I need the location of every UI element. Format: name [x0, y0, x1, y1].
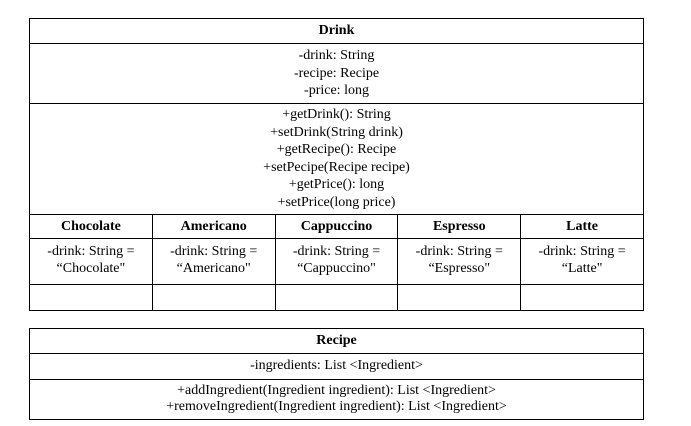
subclass-name-chocolate: Chocolate: [30, 215, 153, 238]
drink-class-name: Drink: [30, 19, 643, 44]
subclass-name-row: Chocolate Americano Cappuccino Espresso …: [30, 214, 643, 238]
subclass-attribute-value: “Cappuccino": [297, 261, 376, 276]
recipe-class-box: Recipe -ingredients: List <Ingredient> +…: [29, 328, 644, 420]
subclass-attribute: -drink: String =: [47, 244, 135, 259]
drink-attribute: -recipe: Recipe: [293, 65, 380, 81]
subclass-attribute: -drink: String =: [538, 244, 626, 259]
drink-method: +getPrice(): long: [288, 177, 385, 192]
subclass-methods-cappuccino: [276, 285, 399, 310]
subclass-attributes-americano: -drink: String = “Americano": [153, 239, 276, 284]
drink-attributes: -drink: String -recipe: Recipe -price: l…: [30, 44, 643, 103]
drink-attribute: -price: long: [304, 83, 369, 98]
subclass-attributes-espresso: -drink: String = “Espresso": [398, 239, 522, 284]
drink-class-box: Drink -drink: String -recipe: Recipe -pr…: [29, 18, 644, 311]
subclass-attribute: -drink: String =: [415, 244, 503, 259]
subclass-name-americano: Americano: [153, 215, 276, 238]
subclass-name-espresso: Espresso: [398, 215, 522, 238]
subclass-methods-americano: [153, 285, 276, 310]
drink-methods: +getDrink(): String +setDrink(String dri…: [30, 103, 643, 214]
recipe-methods: +addIngredient(Ingredient ingredient): L…: [30, 379, 643, 419]
subclass-attribute-value: “Latte": [561, 261, 603, 276]
subclass-attribute: -drink: String =: [170, 244, 258, 259]
subclass-attribute-row: -drink: String = “Chocolate" -drink: Str…: [30, 238, 643, 284]
subclass-method-row: [30, 284, 643, 310]
recipe-class-name: Recipe: [30, 329, 643, 354]
drink-method: +setPrice(long price): [277, 194, 396, 210]
subclass-methods-latte: [521, 285, 643, 310]
subclass-attributes-chocolate: -drink: String = “Chocolate": [30, 239, 153, 284]
subclass-attribute-value: “Americano": [176, 261, 251, 276]
drink-method: +getDrink(): String: [282, 107, 391, 122]
drink-method: +getRecipe(): Recipe: [276, 142, 397, 157]
subclass-name-cappuccino: Cappuccino: [276, 215, 399, 238]
subclass-attributes-cappuccino: -drink: String = “Cappuccino": [276, 239, 399, 284]
recipe-method: +removeIngredient(Ingredient ingredient)…: [166, 399, 507, 414]
drink-method: +setDrink(String drink): [270, 124, 403, 140]
subclass-name-latte: Latte: [566, 219, 599, 234]
subclass-attribute-value: “Chocolate": [56, 261, 126, 276]
recipe-attributes: -ingredients: List <Ingredient>: [30, 354, 643, 379]
recipe-method: +addIngredient(Ingredient ingredient): L…: [177, 383, 496, 398]
subclass-attributes-latte: -drink: String = “Latte": [521, 239, 643, 284]
recipe-attribute: -ingredients: List <Ingredient>: [250, 358, 423, 373]
subclass-methods-chocolate: [30, 285, 153, 310]
subclass-methods-espresso: [398, 285, 522, 310]
subclass-attribute: -drink: String =: [292, 244, 381, 259]
subclass-attribute-value: “Espresso": [428, 261, 491, 276]
drink-method: +setPecipe(Recipe recipe): [263, 159, 410, 175]
drink-attribute: -drink: String: [298, 48, 375, 63]
